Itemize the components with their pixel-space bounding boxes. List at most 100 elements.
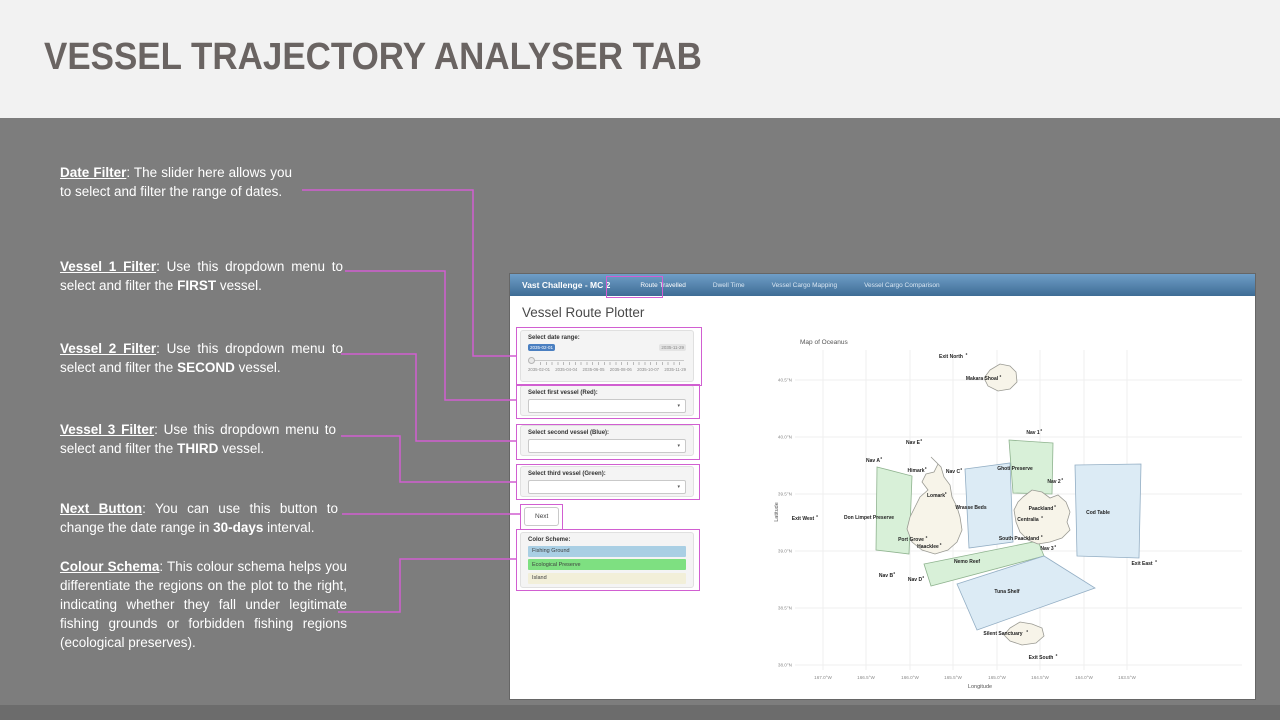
map-label-nav-d: Nav D — [908, 577, 923, 583]
vessel-2-select[interactable]: ▾ — [528, 439, 686, 453]
map-region-ghoti-preserve — [1008, 439, 1054, 495]
map-region-don-limpet-preserve — [875, 466, 913, 555]
y-axis-title: Latitude — [774, 502, 780, 522]
svg-text:40.5°N: 40.5°N — [778, 378, 792, 383]
svg-text:165.0°W: 165.0°W — [988, 675, 1006, 680]
annotation-vessel-1-filter: Vessel 1 Filter: Use this dropdown menu … — [60, 259, 343, 293]
map-label-exit-south: Exit South — [1029, 655, 1054, 661]
slider-track — [530, 360, 684, 361]
svg-text:40.0°N: 40.0°N — [778, 435, 792, 440]
date-end-badge: 2035-11-29 — [659, 344, 686, 351]
date-start-badge: 2035-02-01 — [528, 344, 556, 351]
map-region-wrasse-beds — [964, 462, 1014, 549]
map-title: Map of Oceanus — [800, 339, 848, 346]
vessel-1-panel: Select first vessel (Red): ▾ — [520, 385, 694, 416]
svg-text:163.5°W: 163.5°W — [1118, 675, 1136, 680]
map-labels: Exit North Makara Shoal Nav E Nav A Nav C Nav… — [792, 353, 1157, 661]
highlight-box-date-filter — [516, 327, 702, 386]
svg-text:164.0°W: 164.0°W — [1075, 675, 1093, 680]
map-label-nav-a: Nav A — [866, 458, 880, 464]
svg-text:165.5°W: 165.5°W — [944, 675, 962, 680]
legend-island: Island — [528, 572, 686, 584]
app-navbar: Vast Challenge - MC 2 Route Travelled Dw… — [510, 274, 1255, 296]
tab-vessel-cargo-comparison[interactable]: Vessel Cargo Comparison — [864, 281, 940, 289]
map-region-tuna-shelf — [956, 555, 1096, 631]
svg-text:38.5°N: 38.5°N — [778, 606, 792, 611]
highlight-box-next-button — [520, 504, 563, 530]
bottom-band — [0, 705, 1280, 720]
map-label-south-paackland: South Paackland — [999, 536, 1039, 542]
annotation-vessel-2-filter: Vessel 2 Filter: Use this dropdown menu … — [60, 341, 343, 375]
map-label-nav-2: Nav 2 — [1047, 479, 1061, 485]
x-axis-title: Longitude — [968, 684, 992, 690]
annotation-date-filter: Date Filter: The slider here allows you … — [60, 165, 292, 199]
connector-colour-schema — [338, 558, 516, 613]
highlight-box-route-travelled — [606, 276, 663, 298]
next-button[interactable]: Next — [524, 507, 560, 526]
map-label-wrasse-beds: Wrasse Beds — [955, 505, 987, 511]
tab-vessel-cargo-mapping[interactable]: Vessel Cargo Mapping — [771, 281, 838, 289]
svg-text:167.0°W: 167.0°W — [814, 675, 832, 680]
navbar-brand[interactable]: Vast Challenge - MC 2 — [522, 280, 611, 290]
map-label-nav-c: Nav C — [946, 469, 961, 475]
date-range-slider[interactable] — [528, 357, 686, 365]
map-label-makara-shoal: Makara Shoal — [966, 376, 999, 382]
date-range-label: Select date range: — [528, 335, 580, 341]
annotation-vessel-3-filter: Vessel 3 Filter: Use this dropdown menu … — [60, 422, 336, 456]
map-label-exit-east: Exit East — [1131, 561, 1152, 567]
map-label-don-limpet-preserve: Don Limpet Preserve — [844, 515, 894, 521]
map-region-silent-sanctuary — [1003, 621, 1045, 646]
map-label-nav-b: Nav B — [879, 573, 894, 579]
map-label-nav-3: Nav 3 — [1040, 546, 1054, 552]
vessel-2-label: Select second vessel (Blue): — [528, 430, 610, 436]
chevron-down-icon: ▾ — [677, 442, 680, 449]
map-region-cod-table — [1074, 463, 1142, 559]
tab-route-travelled[interactable]: Route Travelled — [640, 281, 686, 289]
map-label-cod-table: Cod Table — [1086, 510, 1110, 516]
svg-text:166.5°W: 166.5°W — [857, 675, 875, 680]
svg-text:164.5°W: 164.5°W — [1031, 675, 1049, 680]
vessel-2-panel: Select second vessel (Blue): ▾ — [520, 425, 694, 456]
map-label-ghoti-preserve: Ghoti Preserve — [997, 466, 1033, 472]
color-scheme-title: Color Scheme: — [528, 537, 571, 543]
vessel-3-select[interactable]: ▾ — [528, 480, 686, 494]
svg-text:166.0°W: 166.0°W — [901, 675, 919, 680]
svg-text:38.0°N: 38.0°N — [778, 663, 792, 668]
map-label-exit-west: Exit West — [792, 516, 815, 522]
slider-tick-labels: 2035-02-01 2035-04-04 2035-06-05 2035-08… — [528, 367, 686, 372]
title-band: VESSEL TRAJECTORY ANALYSER TAB — [0, 0, 1280, 118]
svg-text:39.5°N: 39.5°N — [778, 492, 792, 497]
tab-dwell-time[interactable]: Dwell Time — [712, 281, 745, 289]
map-label-port-grove: Port Grove — [898, 537, 924, 543]
connector-vessel-1 — [345, 270, 516, 401]
map-plot: Map of Oceanus 40.5°N 40.0°N 39.5°N 39.0°N 3… — [774, 339, 1242, 690]
map-region-makara-shoal — [983, 363, 1018, 392]
legend-fishing-ground: Fishing Ground — [528, 545, 686, 557]
map-label-nemo-reef: Nemo Reef — [954, 559, 980, 565]
vessel-3-panel: Select third vessel (Green): ▾ — [520, 466, 694, 497]
map-regions — [875, 363, 1142, 646]
connector-vessel-3 — [341, 435, 516, 483]
annotation-colour-schema: Colour Schema: This colour schema helps … — [60, 559, 347, 650]
map-label-tuna-shelf: Tuna Shelf — [994, 589, 1020, 595]
map-region-lomark-island — [906, 456, 963, 555]
date-range-panel: Select date range: 2035-02-01 2035-11-29… — [520, 330, 694, 382]
slider-tick-marks — [540, 362, 682, 365]
page-title: VESSEL TRAJECTORY ANALYSER TAB — [44, 36, 702, 78]
vessel-3-label: Select third vessel (Green): — [528, 471, 606, 477]
map-label-lomark: Lomark — [927, 493, 945, 499]
chevron-down-icon: ▾ — [677, 402, 680, 409]
vessel-1-select[interactable]: ▾ — [528, 399, 686, 413]
map-label-himark: Himark — [908, 468, 925, 474]
map-label-centralia: Centralia — [1017, 517, 1039, 523]
map-label-silent-sanctuary: Silent Sanctuary — [983, 631, 1022, 637]
map-label-nav-1: Nav 1 — [1026, 430, 1040, 436]
map-label-exit-north: Exit North — [939, 354, 963, 360]
highlight-box-vessel-2 — [516, 424, 700, 460]
date-badges: 2035-02-01 2035-11-29 — [528, 344, 686, 351]
vessel-1-label: Select first vessel (Red): — [528, 390, 598, 396]
slider-handle[interactable] — [528, 357, 535, 364]
map-label-haacklee: Haacklee — [917, 544, 939, 550]
app-heading: Vessel Route Plotter — [522, 305, 645, 320]
